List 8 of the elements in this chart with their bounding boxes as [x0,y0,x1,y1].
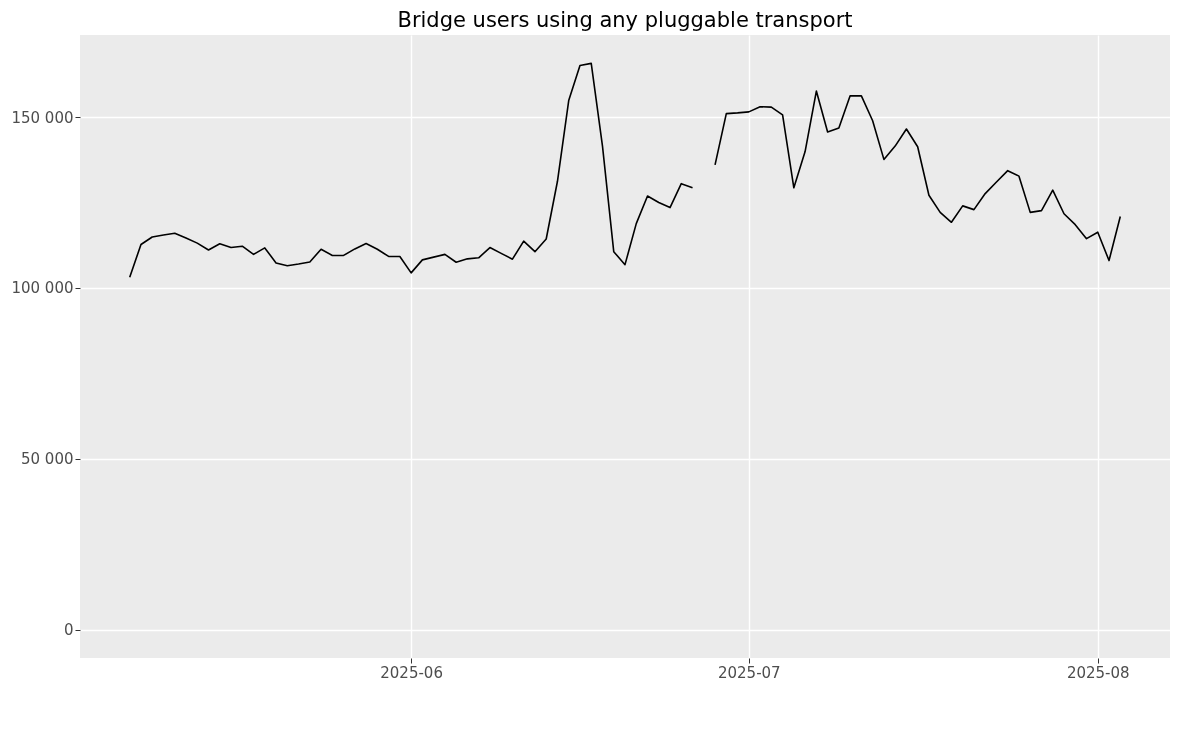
y-tick-label: 150 000 [11,108,74,127]
y-tick-label: 0 [63,621,74,640]
x-tick-label: 2025-07 [717,663,781,682]
y-tick-label: 100 000 [11,279,74,298]
x-tick-label: 2025-08 [1066,663,1130,682]
y-tick-label: 50 000 [21,450,74,469]
chart-title: Bridge users using any pluggable transport [397,8,853,32]
x-tick-label: 2025-06 [380,663,443,682]
